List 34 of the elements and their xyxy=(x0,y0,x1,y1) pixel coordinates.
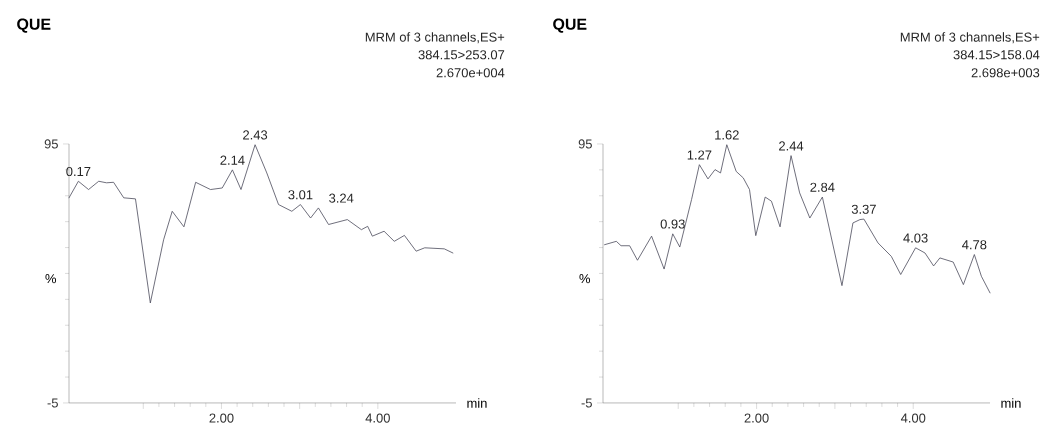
annotation: 3.24 xyxy=(329,193,354,203)
x-tick-label: 2.00 xyxy=(209,413,234,423)
y-tick-label: -5 xyxy=(47,398,58,408)
x-tick-label: 2.00 xyxy=(744,413,769,423)
annotation: 4.78 xyxy=(962,240,987,250)
y-tick-label: 95 xyxy=(578,139,592,149)
x-tick-label: 4.00 xyxy=(900,413,926,423)
x-tick-label: 4.00 xyxy=(365,413,390,423)
annotation: 0.93 xyxy=(660,219,685,229)
annotation: 1.27 xyxy=(687,150,712,160)
annotation: 2.44 xyxy=(779,141,804,151)
line-series xyxy=(68,144,454,304)
y-tick-label: 95 xyxy=(44,139,58,149)
annotation: 3.37 xyxy=(851,204,876,214)
chart-title: QUE xyxy=(17,18,51,33)
annotation: 4.03 xyxy=(903,233,928,243)
y-axis-title: % xyxy=(579,274,591,284)
x-axis-title: min xyxy=(1001,398,1021,408)
text: 384.15>158.04 xyxy=(953,50,1040,60)
annotation: 0.17 xyxy=(66,166,91,177)
text: 384.15>253.07 xyxy=(418,50,505,60)
annotation: 1.62 xyxy=(715,130,739,140)
text: 2.670e+004 xyxy=(436,68,505,78)
annotation: 2.84 xyxy=(810,182,835,192)
y-tick-label: -5 xyxy=(581,398,592,408)
annotation: 3.01 xyxy=(288,190,313,200)
chart-title: QUE xyxy=(553,18,587,33)
annotation: 2.14 xyxy=(220,155,245,165)
annotation: 2.43 xyxy=(243,130,268,140)
text: MRM of 3 channels,ES+ xyxy=(900,32,1040,44)
y-axis-title: % xyxy=(45,274,57,284)
x-axis-title: min xyxy=(467,398,487,408)
text: 2.698e+003 xyxy=(971,68,1040,78)
text: MRM of 3 channels,ES+ xyxy=(365,32,505,44)
